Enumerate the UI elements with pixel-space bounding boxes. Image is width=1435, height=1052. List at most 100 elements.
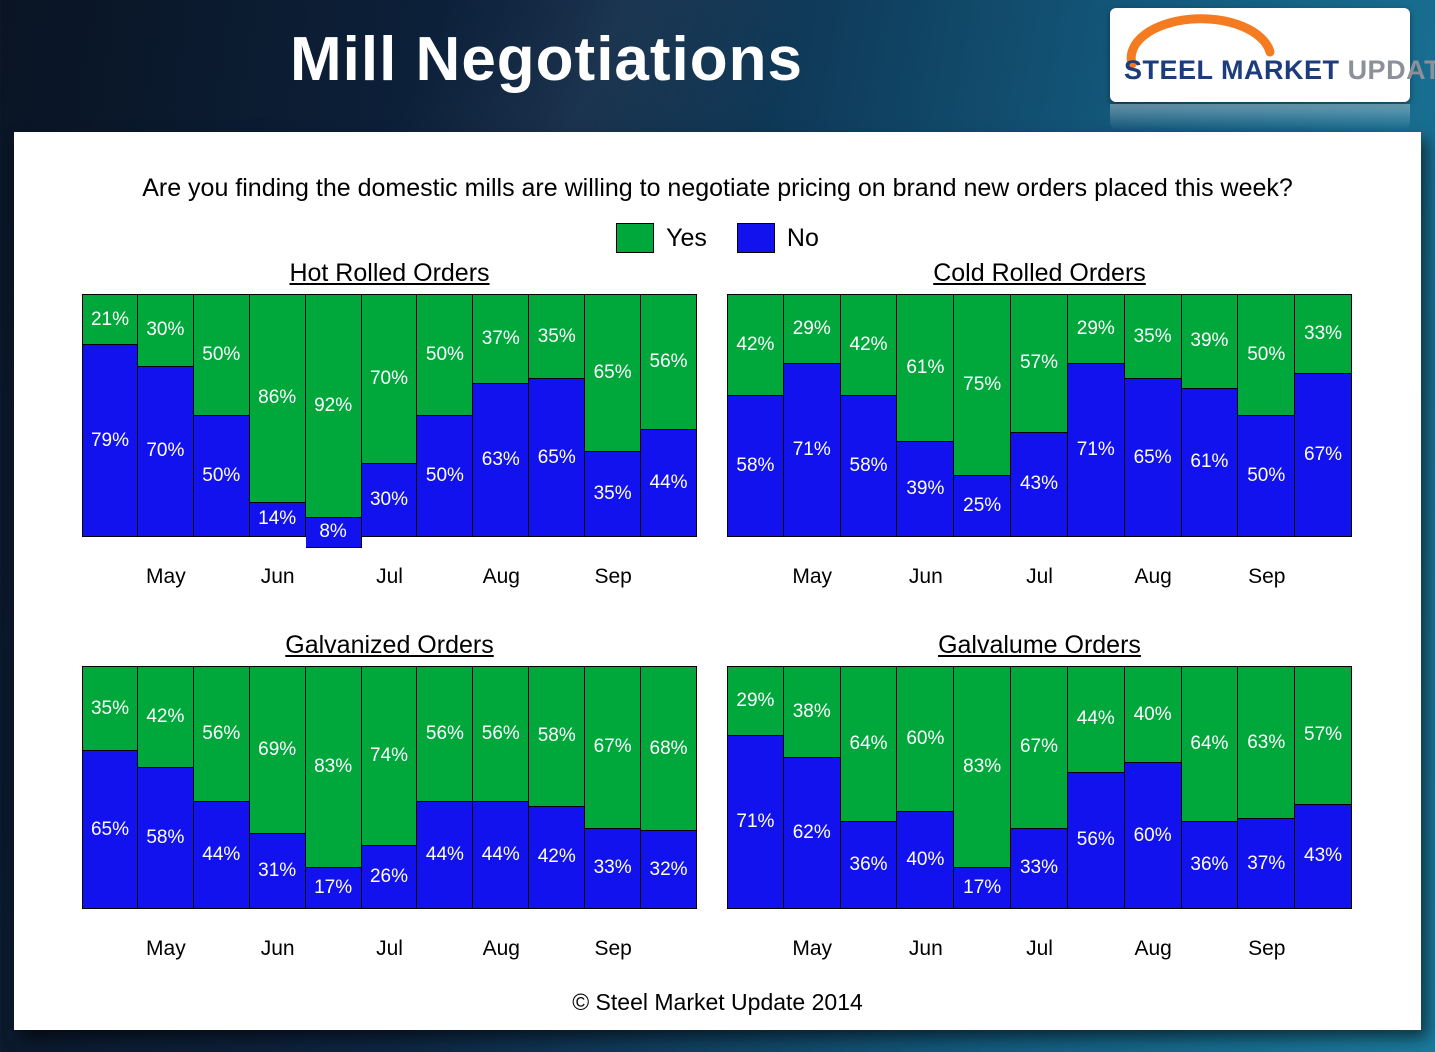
bar-segment-no: 71% [1067, 364, 1125, 537]
axis-month-label: May [146, 937, 186, 960]
axis-month-label: Aug [1134, 937, 1172, 960]
logo-wordmark: STEEL MARKET UPDATE [1124, 55, 1435, 86]
bar-segment-no: 36% [840, 821, 898, 909]
bar-segment-no: 33% [1011, 828, 1068, 909]
segment-label: 67% [1304, 444, 1343, 466]
stacked-bar: 50% 50% [417, 294, 474, 537]
header-banner: Mill Negotiations STEEL MARKET UPDATE [0, 0, 1435, 132]
segment-label: 25% [963, 495, 1002, 517]
bar-segment-no: 63% [473, 383, 530, 537]
axis-month-label: Jun [908, 565, 943, 588]
segment-label: 44% [649, 472, 688, 494]
chart-hot-rolled-orders: Hot Rolled Orders 21% 79% 30% 70% 50% 50% 86% 1… [82, 259, 697, 595]
bar-segment-no: 44% [473, 802, 530, 909]
axis-month-label: Aug [482, 937, 520, 960]
bar-segment-no: 44% [641, 430, 697, 537]
segment-label: 31% [258, 859, 297, 881]
segment-label: 63% [1247, 731, 1286, 753]
stacked-bar: 57% 43% [1295, 666, 1352, 909]
bar-segment-no: 33% [585, 828, 642, 909]
axis-month-label: Sep [594, 565, 632, 588]
copyright: © Steel Market Update 2014 [572, 989, 863, 1015]
stacked-bar: 69% 31% [249, 666, 306, 909]
legend-no-swatch [736, 223, 775, 253]
stacked-bar: 35% 65% [1124, 294, 1182, 537]
segment-label: 8% [319, 521, 347, 543]
stacked-bar: 75% 25% [954, 294, 1012, 537]
bar-segment-yes: 50% [417, 294, 474, 416]
stacked-bar: 50% 50% [1238, 294, 1296, 537]
logo-reflection [1110, 104, 1410, 130]
segment-label: 26% [369, 865, 408, 887]
segment-label: 70% [369, 368, 408, 390]
bar-segment-no: 8% [305, 517, 362, 548]
bar-segment-yes: 33% [1295, 294, 1352, 375]
stacked-bar: 56% 44% [193, 666, 250, 909]
stacked-bar: 61% 39% [897, 294, 955, 537]
segment-label: 29% [736, 690, 775, 712]
bar-segment-yes: 83% [954, 666, 1012, 868]
bar-segment-no: 56% [1067, 772, 1125, 909]
segment-label: 17% [963, 876, 1002, 898]
bar-segment-yes: 35% [1124, 294, 1182, 380]
charts-grid: Hot Rolled Orders 21% 79% 30% 70% 50% 50% 86% 1… [14, 259, 1421, 960]
bar-segment-yes: 57% [1295, 666, 1352, 805]
stacked-bar: 39% 61% [1181, 294, 1239, 537]
bar-segment-no: 43% [1011, 432, 1068, 537]
axis-month-label: Sep [594, 937, 632, 960]
logo-word-steel: STEEL [1124, 55, 1214, 85]
bar-segment-no: 50% [193, 415, 250, 537]
stacked-bar: 83% 17% [305, 666, 362, 909]
bar-segment-no: 37% [1238, 819, 1296, 909]
segment-label: 58% [849, 455, 888, 477]
survey-question: Are you finding the domestic mills are w… [142, 174, 1293, 202]
segment-label: 33% [1019, 857, 1058, 879]
stacked-bar: 42% 58% [727, 294, 784, 537]
axis-month-label: Jul [1026, 565, 1053, 588]
segment-label: 50% [1247, 464, 1286, 486]
bar-segment-yes: 67% [585, 666, 642, 829]
bar-segment-yes: 68% [641, 666, 697, 832]
bar-segment-no: 50% [417, 415, 474, 537]
bar-segment-yes: 83% [305, 666, 362, 868]
stacked-bar: 65% 35% [585, 294, 642, 537]
segment-label: 60% [906, 727, 945, 749]
segment-label: 71% [792, 439, 831, 461]
bar-segment-no: 60% [1124, 763, 1182, 909]
segment-label: 36% [1190, 853, 1229, 875]
legend-yes-label: Yes [666, 223, 707, 252]
bar-segment-yes: 30% [137, 294, 194, 367]
bar-segment-no: 17% [954, 867, 1012, 909]
bar-segment-yes: 64% [840, 666, 898, 822]
stacked-bar: 67% 33% [585, 666, 642, 909]
bar-segment-yes: 29% [783, 294, 841, 365]
bar-segment-no: 65% [529, 379, 586, 537]
x-axis: May Jun Jul Aug Sep [727, 937, 1352, 967]
segment-label: 64% [1190, 732, 1229, 754]
segment-label: 64% [849, 732, 888, 754]
stacked-bar: 58% 42% [529, 666, 586, 909]
segment-label: 44% [202, 844, 241, 866]
segment-label: 57% [1304, 724, 1343, 746]
bar-segment-no: 26% [361, 845, 418, 909]
segment-label: 33% [1304, 323, 1343, 345]
segment-label: 33% [593, 857, 632, 879]
segment-label: 60% [1133, 824, 1172, 846]
bar-segment-no: 35% [585, 451, 642, 537]
bar-segment-yes: 42% [727, 294, 784, 397]
segment-label: 40% [1133, 703, 1172, 725]
bar-segment-no: 58% [727, 396, 784, 537]
segment-label: 58% [146, 827, 185, 849]
axis-month-label: May [792, 565, 833, 588]
stacked-bar: 68% 32% [641, 666, 697, 909]
stacked-bar: 29% 71% [727, 666, 784, 909]
segment-label: 68% [649, 737, 688, 759]
stacked-bar: 56% 44% [641, 294, 697, 537]
page-title: Mill Negotiations [290, 25, 803, 94]
stacked-bar: 70% 30% [361, 294, 418, 537]
segment-label: 56% [425, 723, 464, 745]
bar-segment-no: 43% [1295, 804, 1352, 909]
logo-word-update: UPDATE [1347, 55, 1435, 85]
chart-galvanized-orders: Galvanized Orders 35% 65% 42% 58% 56% 44% 69% 3… [82, 631, 697, 967]
bar-segment-yes: 70% [361, 294, 418, 465]
